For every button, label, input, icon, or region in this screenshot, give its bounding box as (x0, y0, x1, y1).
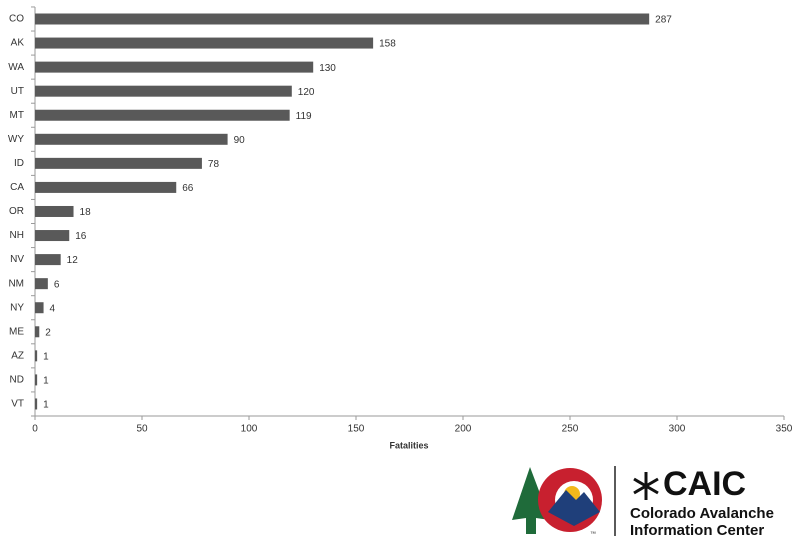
value-label: 119 (296, 111, 312, 122)
logo-mountain (548, 490, 600, 526)
x-tick-label: 150 (348, 424, 365, 435)
bar (35, 181, 177, 193)
logo-line2: Information Center (630, 522, 764, 539)
y-tick-label: NV (10, 254, 24, 265)
y-tick-label: ND (10, 375, 24, 386)
bar (35, 278, 48, 290)
logo-snowflake (633, 472, 659, 500)
bar (35, 13, 650, 25)
y-tick-label: MT (10, 110, 24, 121)
value-label: 16 (75, 231, 87, 242)
y-tick-label: CO (9, 14, 24, 25)
bar (35, 230, 70, 242)
y-tick-label: CA (10, 182, 24, 193)
logo: ™ CAIC Colorado Avalanche Information Ce… (512, 465, 774, 539)
x-tick-label: 50 (136, 424, 148, 435)
value-label: 6 (54, 279, 60, 290)
value-label: 130 (319, 63, 336, 74)
value-label: 66 (182, 183, 194, 194)
bar (35, 37, 374, 49)
x-tick-label: 300 (669, 424, 686, 435)
y-tick-label: NH (10, 230, 24, 241)
value-label: 78 (208, 159, 220, 170)
bar (35, 205, 74, 217)
x-tick-label: 200 (455, 424, 472, 435)
value-label: 4 (50, 303, 56, 314)
bar (35, 302, 44, 314)
bar (35, 109, 290, 121)
x-tick-label: 250 (562, 424, 579, 435)
y-tick-label: WY (8, 134, 24, 145)
value-label: 1 (43, 400, 49, 411)
value-label: 18 (80, 207, 92, 218)
y-tick-label: OR (9, 206, 24, 217)
bar (35, 398, 38, 410)
bar (35, 85, 292, 97)
value-label: 1 (43, 351, 49, 362)
bar (35, 254, 61, 266)
y-tick-label: ME (9, 326, 24, 337)
value-label: 12 (67, 255, 79, 266)
bar (35, 61, 314, 73)
value-label: 287 (655, 15, 672, 26)
y-tick-label: AK (11, 38, 25, 49)
x-tick-label: 0 (32, 424, 38, 435)
x-tick-label: 350 (776, 424, 793, 435)
x-tick-label: 100 (241, 424, 258, 435)
y-tick-label: WA (8, 62, 24, 73)
y-tick-label: NY (10, 302, 24, 313)
y-tick-label: UT (11, 86, 24, 97)
y-tick-label: VT (11, 399, 24, 410)
value-label: 2 (45, 327, 51, 338)
value-label: 1 (43, 376, 49, 387)
logo-line1: Colorado Avalanche (630, 505, 774, 522)
bar (35, 374, 38, 386)
logo-tm: ™ (590, 531, 596, 538)
logo-name: CAIC (663, 465, 746, 503)
value-label: 120 (298, 87, 315, 98)
y-tick-label: ID (14, 158, 24, 169)
value-label: 90 (234, 135, 246, 146)
y-tick-label: NM (8, 278, 24, 289)
bar (35, 133, 228, 145)
value-label: 158 (379, 39, 396, 50)
bar (35, 157, 202, 169)
bar (35, 326, 40, 338)
bar (35, 350, 38, 362)
x-axis-title: Fatalities (389, 440, 428, 450)
logo-tree (512, 467, 550, 534)
y-tick-label: AZ (11, 350, 24, 361)
